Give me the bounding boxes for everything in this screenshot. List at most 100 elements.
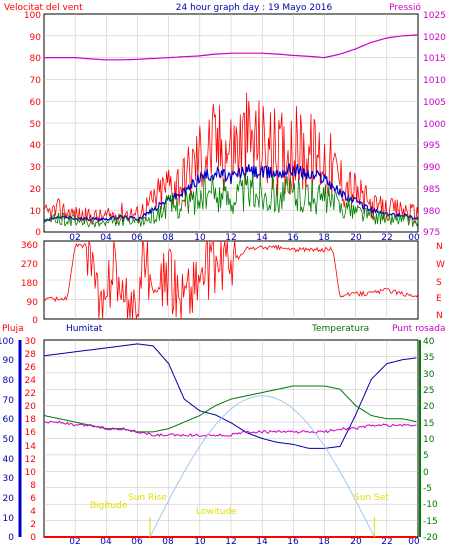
temp-tick-m20: -20 [423,533,438,543]
hum-tick-100: 100 [0,337,14,347]
x-tick-22: 22 [381,233,392,243]
x-tick-02: 02 [69,537,80,544]
hum-tick-30: 30 [3,474,15,484]
wind-direction-line [43,240,419,320]
dir-label-N-bottom: N [436,311,443,321]
dir-label-E: E [436,294,442,304]
rain-tick-26: 26 [25,363,37,373]
wind-speed-line [43,92,419,225]
humidity-axis-title: Humitat [66,324,103,334]
rain-tick-28: 28 [25,350,37,360]
rain-axis-title: Pluja [2,324,24,334]
hum-tick-80: 80 [3,376,15,386]
pressure-axis-title: Pressió [389,2,421,13]
wind-tick-50: 50 [30,120,42,130]
dir-tick-270: 270 [21,260,38,270]
wind-tick-70: 70 [30,76,42,86]
dewpoint-line [43,420,417,438]
temp-tick-m10: -10 [423,500,438,510]
x-tick-00: 00 [408,233,420,243]
series-layer [43,34,419,538]
pressure-tick-1020: 1020 [423,33,446,43]
x-tick-00: 00 [408,537,420,544]
rain-tick-18: 18 [25,415,37,425]
dir-tick-90: 90 [27,298,39,308]
hum-tick-60: 60 [3,415,15,425]
x-tick-14: 14 [256,233,268,243]
pressure-tick-990: 990 [423,163,440,173]
x-tick-18: 18 [318,537,330,544]
pressure-tick-975: 975 [423,228,440,238]
temperature-axis: 40 35 30 25 20 15 10 5 0 -5 -10 -15 -20 [423,337,438,543]
hum-tick-10: 10 [3,514,15,524]
wind-speed-axis-title: Velocitat del vent [4,3,83,13]
temp-tick-40: 40 [423,337,435,347]
x-axis-top: 02 04 06 08 10 12 14 16 18 20 22 00 [69,233,420,243]
wind-tick-10: 10 [30,207,42,217]
pressure-tick-1000: 1000 [423,120,446,130]
pressure-tick-995: 995 [423,141,440,151]
rain-tick-8: 8 [30,481,36,491]
wind-tick-60: 60 [30,98,42,108]
wind-tick-0: 0 [35,228,41,238]
wind-tick-40: 40 [30,141,42,151]
x-tick-22: 22 [381,537,392,544]
x-tick-04: 04 [100,233,112,243]
temp-tick-m5: -5 [423,484,432,494]
x-tick-04: 04 [100,537,112,544]
hum-tick-0: 0 [8,533,14,543]
wind-tick-20: 20 [30,185,42,195]
temperature-axis-title: Temperatura [311,324,369,334]
direction-axis: 360 270 180 90 0 N W S E N [21,241,445,326]
x-tick-02: 02 [69,233,80,243]
wind-average-line [43,172,419,228]
pressure-tick-1025: 1025 [423,11,446,21]
rain-tick-22: 22 [25,389,36,399]
wind-gust-line [43,163,419,223]
temperature-line [43,385,417,433]
pressure-line [44,34,419,61]
rain-tick-16: 16 [25,428,37,438]
sun-rise-label: Sun Rise [128,493,167,503]
rain-tick-10: 10 [25,468,37,478]
x-axis-bottom: 02 04 06 08 10 12 14 16 18 20 22 00 [69,537,420,547]
temp-tick-20: 20 [423,402,435,412]
dir-label-S: S [436,278,442,288]
wind-tick-100: 100 [24,11,41,21]
temp-tick-15: 15 [423,419,434,429]
temp-tick-5: 5 [423,451,429,461]
x-tick-18: 18 [318,233,330,243]
rain-tick-12: 12 [25,455,36,465]
humidity-line [43,343,417,449]
temp-tick-0: 0 [423,468,429,478]
x-tick-20: 20 [350,537,362,544]
x-tick-12: 12 [225,537,236,544]
temp-tick-35: 35 [423,353,434,363]
pressure-tick-980: 980 [423,207,440,217]
wind-tick-30: 30 [30,163,42,173]
temp-tick-10: 10 [423,435,435,445]
temp-tick-m15: -15 [423,517,438,527]
x-tick-08: 08 [162,233,174,243]
pressure-tick-1015: 1015 [423,54,446,64]
wind-tick-90: 90 [30,33,42,43]
dir-label-W: W [436,260,445,270]
temp-tick-30: 30 [423,370,435,380]
hum-tick-20: 20 [3,494,15,504]
lowitude-label: Lowitude [196,507,237,517]
x-tick-08: 08 [162,537,174,544]
graph-title: 24 hour graph day : 19 Mayo 2016 [176,3,333,13]
pressure-tick-1005: 1005 [423,98,446,108]
rain-tick-2: 2 [30,520,36,530]
pressure-axis: 1025 1020 1015 1010 1005 1000 995 990 98… [423,11,446,238]
x-tick-10: 10 [194,537,206,544]
rain-tick-20: 20 [25,402,37,412]
bigitude-label: Bigitude [90,501,128,511]
x-tick-14: 14 [256,537,268,544]
x-tick-16: 16 [287,233,299,243]
rain-axis: 30 28 26 24 22 20 18 16 14 12 10 8 6 4 2… [25,337,37,543]
x-tick-10: 10 [194,233,206,243]
hum-tick-50: 50 [3,435,15,445]
x-tick-16: 16 [287,537,299,544]
